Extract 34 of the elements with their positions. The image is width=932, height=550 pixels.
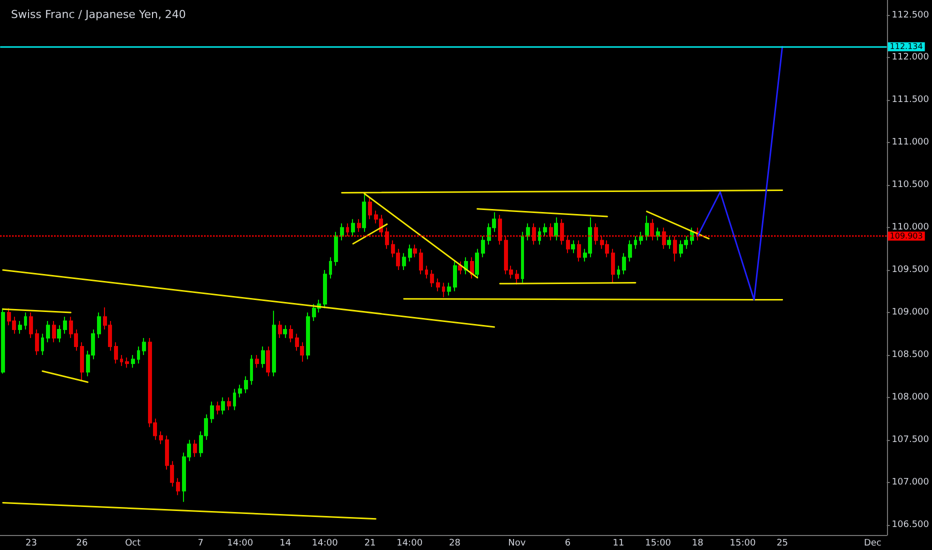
- x-tick-label: 26: [76, 538, 88, 548]
- y-tick-label: 107.000: [892, 477, 930, 488]
- x-tick-label: 18: [692, 538, 704, 548]
- x-tick-label: 7: [198, 538, 204, 548]
- x-tick-label: 11: [612, 538, 624, 548]
- y-tick-label: 109.000: [892, 308, 930, 318]
- x-tick-label: Nov: [508, 538, 526, 548]
- x-tick-label: 21: [364, 538, 376, 548]
- x-tick-label: 14:00: [396, 538, 423, 548]
- y-tick-label: 112.000: [892, 52, 930, 63]
- x-tick-label: 14:00: [227, 538, 254, 548]
- x-tick-label: 15:00: [645, 538, 672, 548]
- x-tick-label: 25: [776, 538, 788, 548]
- x-tick-label: 23: [25, 538, 37, 548]
- y-tick-label: 108.000: [892, 392, 930, 402]
- x-tick-label: Dec: [864, 538, 882, 548]
- x-tick-label: 14:00: [312, 538, 338, 548]
- y-tick-label: 111.000: [892, 138, 930, 148]
- x-tick-label: Oct: [125, 538, 142, 548]
- y-tick-label: 106.500: [892, 520, 930, 530]
- y-tick-label: 110.500: [892, 180, 930, 190]
- y-tick-label: 109.500: [892, 265, 930, 276]
- x-tick-label: 6: [564, 538, 571, 548]
- text: Swiss Franc / Japanese Yen, 240: [11, 8, 186, 21]
- y-tick-label: 110.000: [892, 222, 930, 233]
- y-tick-label: 107.500: [892, 434, 930, 445]
- y-tick-label: 111.500: [892, 95, 930, 106]
- x-tick-label: 28: [449, 538, 461, 548]
- ref-line-label: 112.134: [890, 42, 923, 52]
- ref-line-label: 109.903: [890, 232, 923, 241]
- y-tick-label: 112.500: [892, 10, 930, 20]
- x-tick-label: 14: [280, 538, 292, 548]
- x-tick-label: 15:00: [730, 538, 756, 548]
- y-tick-label: 108.500: [892, 350, 930, 360]
